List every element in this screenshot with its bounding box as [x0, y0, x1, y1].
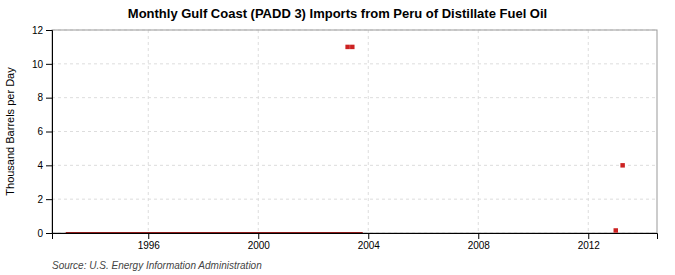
grid-line-y	[52, 97, 657, 98]
x-axis-tick-mark	[588, 233, 589, 239]
y-axis-tick-label: 12	[32, 25, 44, 36]
y-axis-tick: 10	[32, 59, 52, 70]
x-axis-tick: 2012	[578, 233, 601, 251]
y-axis-tick-label: 2	[37, 194, 43, 205]
y-axis-tick-mark	[46, 233, 52, 234]
plot-frame	[52, 30, 657, 233]
x-axis-tick-label: 1996	[138, 240, 161, 251]
y-axis-domain	[46, 31, 53, 234]
y-axis-tick-mark	[46, 132, 52, 133]
x-axis-tick: 2000	[248, 233, 271, 251]
y-axis: 0 2 4 6 8 10 12	[32, 25, 53, 239]
grid-line-y	[52, 199, 657, 200]
x-axis-domain	[53, 234, 658, 240]
y-axis-tick-label: 10	[32, 59, 44, 70]
x-axis-tick-label: 2012	[578, 240, 601, 251]
y-axis-tick-mark	[46, 199, 52, 200]
x-axis-tick-mark	[148, 233, 149, 239]
y-axis-tick-label: 0	[37, 228, 43, 239]
x-axis-tick: 2008	[468, 233, 491, 251]
y-axis-tick: 2	[37, 194, 52, 205]
title: Monthly Gulf Coast (PADD 3) Imports from…	[128, 6, 547, 21]
x-axis-tick-label: 2008	[468, 240, 491, 251]
point	[345, 45, 349, 49]
y-axis-tick-mark	[46, 64, 52, 65]
y-axis-tick-mark	[46, 165, 52, 166]
point	[620, 163, 624, 167]
chart: 1996 2000 2004 2008 2012 0 2 4 6 8 10 12 Monthly Gul…	[0, 0, 675, 275]
plot: 1996 2000 2004 2008 2012 0 2 4 6 8 10 12	[32, 25, 658, 251]
x-axis-tick-mark	[478, 233, 479, 239]
point	[614, 228, 618, 232]
grid-line-x	[368, 30, 369, 233]
x-axis-tick-mark	[368, 233, 369, 239]
y-axis-tick: 8	[37, 92, 52, 103]
y-axis-tick-mark	[46, 98, 52, 99]
x-axis-tick: 1996	[138, 233, 161, 251]
y-axis-tick-label: 4	[37, 160, 43, 171]
y-axis-title: Thousand Barrels per Day	[4, 67, 16, 196]
y-axis-tick: 4	[37, 160, 52, 171]
grid-line-y	[52, 63, 657, 64]
y-axis-tick: 12	[32, 25, 52, 36]
y-axis-tick: 0	[37, 228, 52, 239]
grid-line-y	[52, 131, 657, 132]
line	[66, 232, 363, 233]
x-axis-tick: 2004	[358, 233, 381, 251]
y-axis-tick: 6	[37, 126, 52, 137]
x-axis-tick-mark	[258, 233, 259, 239]
marks	[66, 45, 625, 233]
grid	[52, 30, 657, 233]
y-axis-tick-mark	[46, 30, 52, 31]
x-axis: 1996 2000 2004 2008 2012	[53, 233, 658, 251]
y-axis-tick-label: 8	[37, 92, 43, 103]
x-axis-tick-label: 2000	[248, 240, 271, 251]
x-axis-tick-label: 2004	[358, 240, 381, 251]
point	[350, 45, 354, 49]
y-axis-tick-label: 6	[37, 126, 43, 137]
source: Source: U.S. Energy Information Administ…	[52, 260, 262, 271]
grid-line-y	[52, 165, 657, 166]
